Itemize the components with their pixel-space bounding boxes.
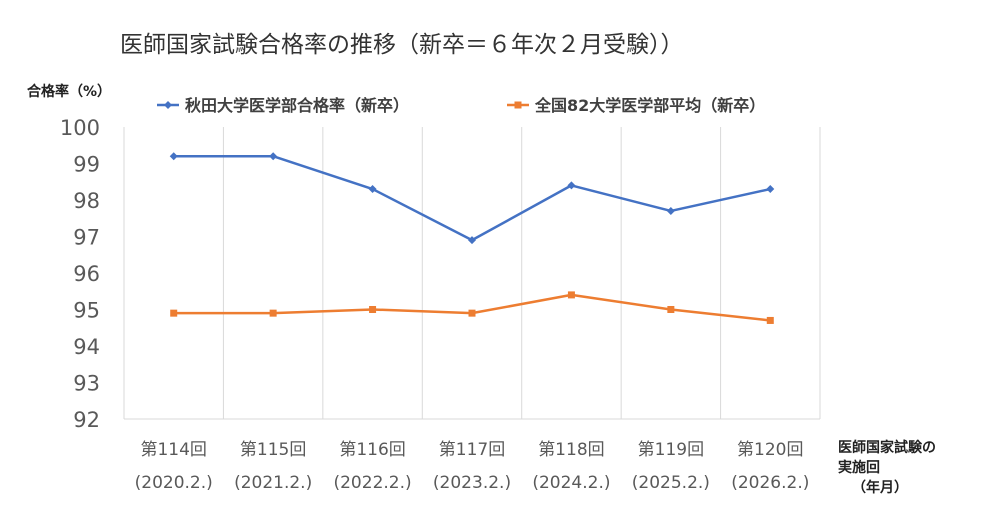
- x-tick-label: 第117回: [439, 440, 505, 460]
- x-tick-label: 第115回: [240, 440, 306, 460]
- y-tick-label: 100: [60, 116, 100, 140]
- data-point-diamond: [766, 185, 775, 194]
- axes: 100 99 98 97 96 95 94 93 92 第114回 (2020.2.) 第115回 (2…: [60, 116, 809, 493]
- y-tick-label: 93: [73, 372, 100, 396]
- y-tick-label: 94: [73, 335, 100, 359]
- x-tick-label: (2025.2.): [632, 473, 710, 493]
- data-point-square: [567, 291, 575, 299]
- legend: 秋田大学医学部合格率（新卒） 全国82大学医学部平均（新卒）: [157, 96, 765, 115]
- x-tick-label: (2026.2.): [731, 473, 809, 493]
- legend-marker-square: [514, 101, 522, 109]
- grid: [123, 127, 821, 420]
- data-point-square: [766, 316, 774, 324]
- data-point-diamond: [169, 152, 178, 161]
- x-tick-label: 第116回: [339, 440, 405, 460]
- data-point-diamond: [269, 152, 278, 161]
- y-tick-label: 92: [73, 408, 100, 432]
- data-point-square: [170, 309, 178, 317]
- x-tick-label: (2020.2.): [135, 473, 213, 493]
- x-tick-label: 第120回: [737, 440, 803, 460]
- x-tick-label: 第114回: [140, 440, 206, 460]
- x-tick-label: (2022.2.): [333, 473, 411, 493]
- data-point-square: [667, 306, 675, 313]
- data-point-diamond: [666, 206, 675, 215]
- data-point-diamond: [368, 185, 377, 194]
- x-tick-label: (2024.2.): [532, 473, 610, 493]
- data-point-square: [468, 309, 476, 317]
- x-tick-label: (2021.2.): [234, 473, 312, 493]
- x-tick-label: 第119回: [638, 440, 704, 460]
- x-tick-label: (2023.2.): [433, 473, 511, 493]
- data-point-square: [369, 306, 377, 313]
- y-tick-label: 99: [73, 153, 100, 177]
- x-axis-title-line: （年月）: [852, 479, 908, 496]
- series-layer: [169, 152, 775, 324]
- data-point-square: [269, 309, 277, 317]
- data-point-diamond: [567, 181, 576, 190]
- y-tick-label: 98: [73, 189, 100, 213]
- x-axis-title-line: 実施回: [838, 459, 880, 476]
- y-tick-label: 96: [73, 262, 100, 286]
- y-axis-label: 合格率（%）: [27, 83, 111, 100]
- series-line-1: [173, 154, 771, 242]
- y-tick-label: 95: [73, 299, 100, 323]
- y-tick-label: 97: [73, 226, 100, 250]
- chart-title: 医師国家試験合格率の推移（新卒＝６年次２月受験））: [120, 32, 684, 58]
- data-point-diamond: [468, 236, 476, 245]
- x-tick-label: 第118回: [538, 440, 604, 460]
- legend-label-2: 全国82大学医学部平均（新卒）: [534, 96, 765, 115]
- legend-marker-diamond: [164, 101, 172, 109]
- x-axis-title-line: 医師国家試験の: [838, 439, 936, 456]
- legend-label-1: 秋田大学医学部合格率（新卒）: [185, 96, 409, 115]
